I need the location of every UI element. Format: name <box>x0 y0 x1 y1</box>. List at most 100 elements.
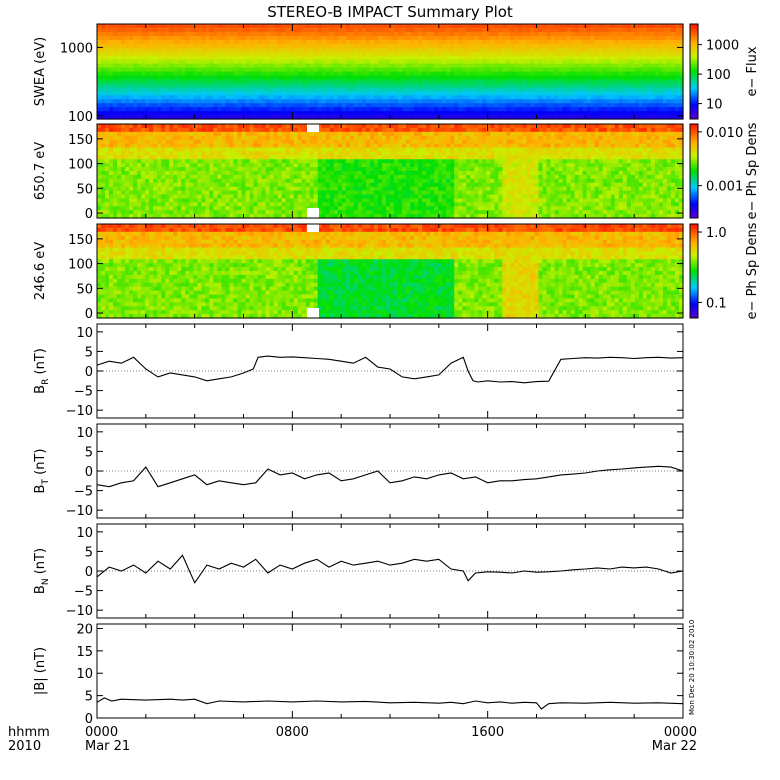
spectrogram-cell <box>390 67 395 73</box>
spectrogram-cell <box>434 83 439 88</box>
spectrogram-cell <box>165 135 170 141</box>
spectrogram-cell <box>249 39 255 45</box>
spectrogram-cell <box>454 24 459 29</box>
spectrogram-cell <box>281 151 287 156</box>
spectrogram-cell <box>674 59 680 65</box>
spectrogram-cell <box>241 135 247 141</box>
spectrogram-cell <box>105 71 110 77</box>
spectrogram-cell <box>265 135 271 141</box>
spectrogram-cell <box>522 55 528 61</box>
spectrogram-cell <box>546 35 552 41</box>
spectrogram-cell <box>121 107 126 112</box>
spectrogram-cell <box>285 55 291 61</box>
spectrogram-cell <box>141 87 146 92</box>
spectrogram-cell <box>125 124 130 129</box>
spectrogram-cell <box>97 55 102 61</box>
spectrogram-cell <box>137 103 142 108</box>
spectrogram-cell <box>193 27 198 33</box>
spectrogram-cell <box>205 135 210 141</box>
spectrogram-cell <box>205 43 210 49</box>
spectrogram-cell <box>241 178 247 184</box>
spectrogram-cell <box>514 103 520 108</box>
spectrogram-cell <box>253 47 259 53</box>
spectrogram-cell <box>241 107 247 112</box>
spectrogram-cell <box>105 131 110 137</box>
spectrogram-cell <box>450 103 455 108</box>
spectrogram-cell <box>201 111 206 116</box>
spectrogram-cell <box>113 59 118 65</box>
spectrogram-cell <box>369 31 375 37</box>
spectrogram-cell <box>498 115 503 120</box>
spectrogram-cell <box>462 31 467 37</box>
spectrogram-cell <box>297 47 303 53</box>
spectrogram-cell <box>237 143 243 149</box>
spectrogram-cell <box>650 79 656 84</box>
spectrogram-cell <box>169 202 174 207</box>
spectrogram-cell <box>281 198 287 203</box>
spectrogram-cell <box>129 190 134 196</box>
spectrogram-cell <box>361 107 367 112</box>
colorbar-scale <box>689 23 699 120</box>
spectrogram-cell <box>137 171 142 176</box>
spectrogram-cell <box>634 99 640 104</box>
spectrogram-cell <box>121 135 126 141</box>
spectrogram-cell <box>534 91 540 96</box>
spectrogram-cell <box>590 63 596 69</box>
spectrogram-cell <box>530 111 536 116</box>
spectrogram-cell <box>217 103 223 108</box>
spectrogram-cell <box>293 27 299 33</box>
spectrogram-cell <box>317 107 323 112</box>
spectrogram-cell <box>634 63 640 69</box>
spectrogram-cell <box>217 151 223 156</box>
spectrogram-cell <box>185 51 190 57</box>
spectrogram-cell <box>165 95 170 100</box>
spectrogram-cell <box>225 67 231 73</box>
spectrogram-cell <box>333 71 339 77</box>
spectrogram-cell <box>518 63 524 69</box>
spectrogram-cell <box>109 202 114 207</box>
spectrogram-cell <box>213 171 219 176</box>
spectrogram-cell <box>297 107 303 112</box>
spectrogram-cell <box>161 103 166 108</box>
spectrogram-cell <box>217 127 223 133</box>
spectrogram-cell <box>390 35 395 41</box>
spectrogram-cell <box>301 71 307 77</box>
spectrogram-cell <box>490 55 495 61</box>
spectrogram-cell <box>430 107 435 112</box>
spectrogram-cell <box>662 115 668 120</box>
spectrogram-cell <box>161 198 166 203</box>
spectrogram-cell <box>385 63 391 69</box>
spectrogram-cell <box>233 111 239 116</box>
spectrogram-cell <box>153 27 158 33</box>
spectrogram-cell <box>213 182 219 188</box>
spectrogram-cell <box>566 83 572 88</box>
spectrogram-cell <box>129 214 134 219</box>
spectrogram-cell <box>281 190 287 196</box>
spectrogram-cell <box>249 115 255 120</box>
spectrogram-cell <box>562 59 568 65</box>
spectrogram-cell <box>626 51 632 57</box>
spectrogram-cell <box>189 79 194 84</box>
spectrogram-cell <box>614 83 620 88</box>
spectrogram-cell <box>606 91 612 96</box>
spectrogram-cell <box>237 202 243 207</box>
spectrogram-cell <box>333 182 339 188</box>
spectrogram-cell <box>434 99 439 104</box>
spectrogram-cell <box>333 83 339 88</box>
spectrogram-cell <box>217 210 223 215</box>
spectrogram-cell <box>373 47 379 53</box>
spectrogram-cell <box>213 210 219 215</box>
spectrogram-cell <box>418 67 423 73</box>
spectrogram-cell <box>281 39 287 45</box>
spectrogram-cell <box>281 27 287 33</box>
spectrogram-cell <box>394 99 399 104</box>
spectrogram-cell <box>209 43 214 49</box>
spectrogram-cell <box>185 87 190 92</box>
spectrogram-cell <box>562 43 568 49</box>
spectrogram-cell <box>289 51 295 57</box>
spectrogram-cell <box>265 99 271 104</box>
spectrogram-cell <box>606 87 612 92</box>
spectrogram-cell <box>265 131 271 137</box>
spectrogram-cell <box>430 83 435 88</box>
spectrogram-cell <box>333 147 339 153</box>
